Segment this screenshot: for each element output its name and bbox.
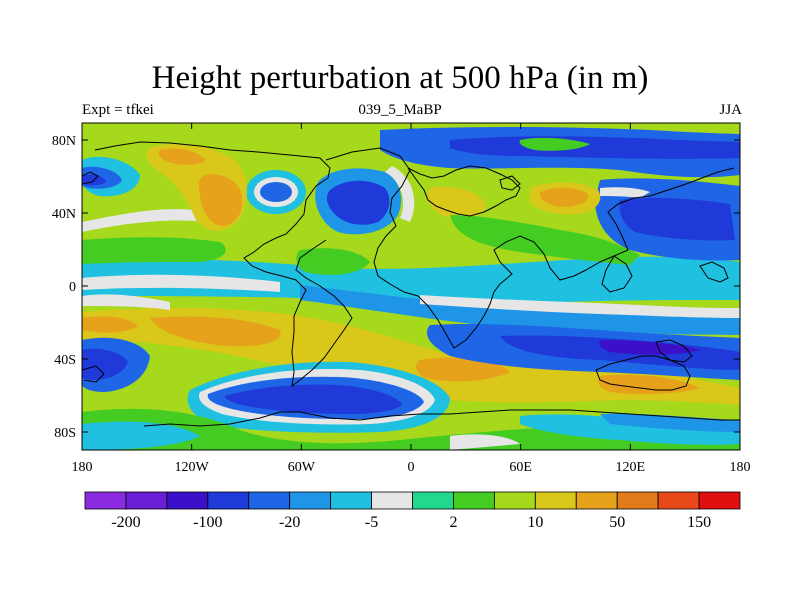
lon-tick-label: 180 [730, 460, 751, 475]
colorbar-label: -5 [365, 514, 378, 531]
colorbar-swatch [453, 491, 495, 510]
lon-tick-label: 60W [288, 460, 316, 475]
lon-tick-label: 60E [509, 460, 532, 475]
axis-ticks: 80N 40N 0 40S 80S 180 120W 60W 0 60E 120E 180 [52, 123, 751, 475]
colorbar-swatch [166, 491, 209, 510]
lon-tick-label: 120E [616, 460, 646, 475]
colorbar-swatch [616, 491, 659, 510]
lat-tick-label: 40N [52, 207, 76, 222]
lon-tick-label: 0 [408, 460, 415, 475]
colorbar-swatch [534, 491, 577, 510]
colorbar-label: -200 [111, 514, 140, 531]
lon-tick-label: 120W [175, 460, 210, 475]
colorbar-swatch [657, 491, 700, 510]
experiment-label: Expt = tfkei [82, 102, 154, 118]
colorbar-swatch [84, 491, 127, 510]
colorbar-swatch [575, 491, 618, 510]
experiment-name: 039_5_MaBP [358, 102, 442, 118]
colorbar-label: 150 [687, 514, 711, 531]
colorbar-swatch [207, 491, 250, 510]
colorbar-swatch [289, 491, 332, 510]
colorbar-label: -100 [193, 514, 222, 531]
lat-tick-label: 40S [54, 353, 76, 368]
colorbar-swatch [371, 491, 413, 510]
lat-tick-label: 0 [69, 280, 76, 295]
lon-tick-label: 180 [72, 460, 93, 475]
colorbar-swatch [248, 491, 291, 510]
colorbar-swatch [698, 491, 741, 510]
colorbar-swatch [412, 491, 454, 510]
colorbar-label: 2 [449, 514, 457, 531]
colorbar: -200 -100 -20 -5 2 10 50 150 [84, 491, 741, 531]
colorbar-label: 50 [609, 514, 625, 531]
colorbar-swatch [493, 491, 536, 510]
colorbar-label: 10 [527, 514, 543, 531]
lat-tick-label: 80S [54, 426, 76, 441]
figure-title: Height perturbation at 500 hPa (in m) [151, 60, 649, 96]
colorbar-swatch [330, 491, 372, 510]
lat-tick-label: 80N [52, 134, 76, 149]
colorbar-label: -20 [279, 514, 300, 531]
coastlines [82, 141, 740, 427]
contour-field [82, 123, 740, 450]
colorbar-swatch [125, 491, 168, 510]
season-label: JJA [719, 102, 742, 118]
